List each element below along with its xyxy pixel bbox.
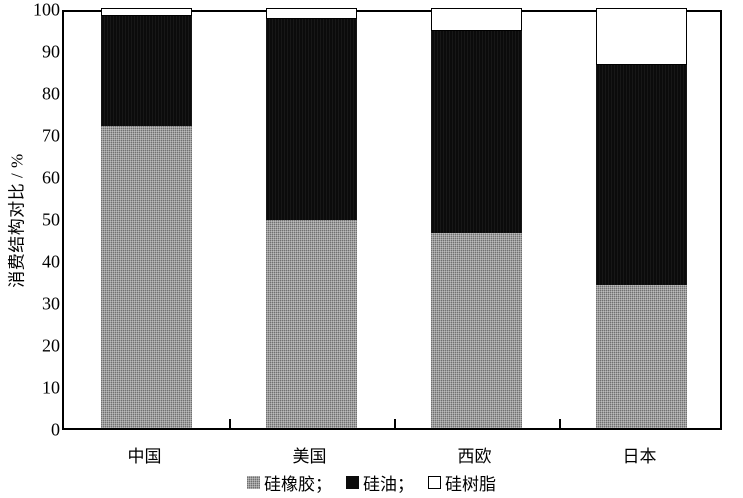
chart-legend: 硅橡胶； 硅油； 硅树脂 [0,470,743,495]
y-tick-label: 30 [42,293,60,314]
legend-label-硅树脂: 硅树脂 [445,475,496,494]
bar-segment-硅橡胶 [431,232,522,428]
legend-item-硅树脂: 硅树脂 [428,470,496,495]
legend-item-硅油: 硅油； [346,470,414,495]
y-tick-label: 80 [42,83,60,104]
x-tick-mark [394,419,396,428]
legend-label-硅油: 硅油； [363,475,414,494]
bar-segment-硅树脂 [431,8,522,32]
y-tick-label: 60 [42,167,60,188]
x-category-label-中国: 中国 [127,447,162,466]
bar-segment-硅油 [101,16,192,126]
bar-segment-硅树脂 [266,8,357,19]
bar-西欧 [431,8,522,428]
y-tick-label: 50 [42,209,60,230]
legend-swatch-硅油 [346,476,359,489]
x-category-label-西欧: 西欧 [457,447,492,466]
bar-segment-硅树脂 [596,8,687,65]
y-tick-label: 90 [42,41,60,62]
legend-swatch-硅橡胶 [247,476,260,489]
x-tick-mark [229,419,231,428]
y-tick-label: 70 [42,125,60,146]
bar-segment-硅橡胶 [266,220,357,428]
legend-swatch-硅树脂 [428,476,441,489]
bar-美国 [266,8,357,428]
plot-inner [64,8,720,428]
bar-segment-硅油 [596,64,687,286]
x-tick-mark [559,419,561,428]
plot-area [62,8,722,430]
y-tick-label: 20 [42,335,60,356]
y-tick-label: 100 [33,0,60,20]
legend-item-硅橡胶: 硅橡胶； [247,470,332,495]
legend-label-硅橡胶: 硅橡胶； [264,475,332,494]
bar-segment-硅树脂 [101,8,192,17]
y-tick-label: 10 [42,377,60,398]
bar-segment-硅油 [431,31,522,233]
y-tick-label: 0 [51,419,60,440]
bar-segment-硅橡胶 [596,285,687,428]
y-tick-label: 40 [42,251,60,272]
bar-日本 [596,8,687,428]
x-category-label-美国: 美国 [292,447,327,466]
bar-中国 [101,8,192,428]
x-category-label-日本: 日本 [622,447,657,466]
bar-segment-硅油 [266,18,357,221]
bar-segment-硅橡胶 [101,125,192,428]
